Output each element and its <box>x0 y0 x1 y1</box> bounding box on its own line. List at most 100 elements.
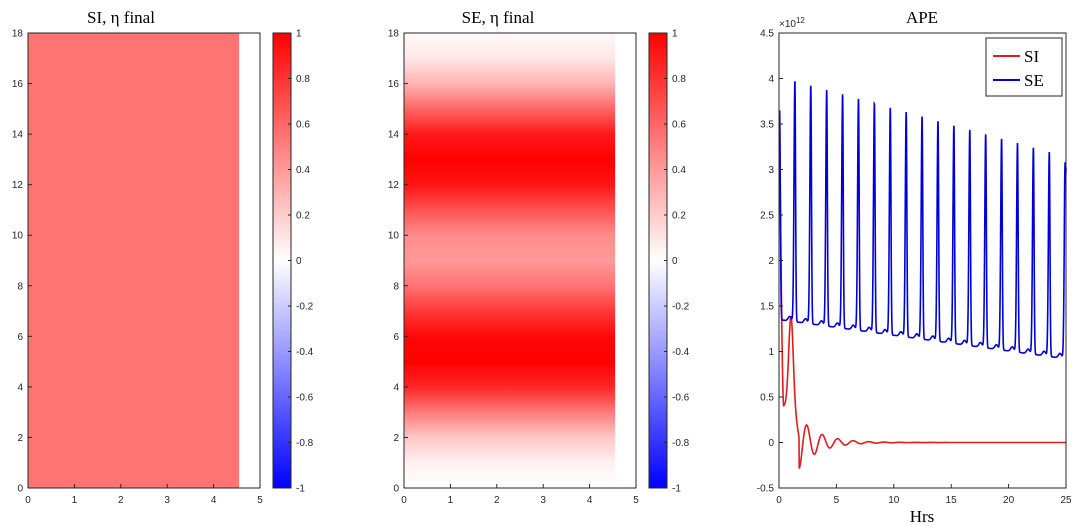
ape-y-axis: -0.5 0 0.5 1 1.5 2 2.5 3 3.5 4 4.5 <box>757 29 783 495</box>
colorbar-se-tick-label: -0.8 <box>672 438 690 449</box>
ape-x-tick-label: 10 <box>888 495 900 506</box>
si-y-tick-label: 18 <box>12 29 24 40</box>
colorbar-se-tick-label: 0.4 <box>672 165 686 176</box>
colorbar-si-tick-label: 0.6 <box>296 120 310 131</box>
colorbar-si: 1 0.8 0.6 0.4 0.2 0 -0.2 -0.4 -0.6 -0.8 -1 <box>272 29 314 495</box>
legend-label-se: SE <box>1024 71 1044 90</box>
ape-x-tick-label: 25 <box>1060 495 1072 506</box>
si-x-tick-label: 4 <box>211 495 217 506</box>
si-heatmap-field <box>28 33 240 488</box>
panel-ape-title: APE <box>906 8 938 27</box>
ape-y-tick-label: 1.5 <box>760 302 774 313</box>
si-y-tick-label: 10 <box>12 231 24 242</box>
panel-se-title: SE, η final <box>462 8 535 27</box>
si-x-tick-label: 3 <box>164 495 170 506</box>
panel-ape-line-chart: APE ×1012 0 5 10 15 20 25 -0.500.511.522.533.… <box>757 8 1072 526</box>
si-y-tick-label: 8 <box>17 281 23 292</box>
si-y-tick-label: 12 <box>12 180 24 191</box>
colorbar-si-tick-label: 0.4 <box>296 165 310 176</box>
se-y-tick-label: 8 <box>393 281 399 292</box>
ape-x-axis-label: Hrs <box>910 507 935 526</box>
se-x-axis: 0 1 2 3 4 5 <box>401 484 639 506</box>
y-exponent-base: ×10 <box>779 19 796 30</box>
colorbar-si-tick-label: -1 <box>296 484 305 495</box>
ape-x-tick-label: 0 <box>776 495 782 506</box>
si-y-tick-label: 2 <box>17 433 23 444</box>
se-y-tick-label: 16 <box>388 79 400 90</box>
si-y-tick-label: 0 <box>17 484 23 495</box>
se-y-tick-label: 0 <box>393 484 399 495</box>
si-y-tick-label: 4 <box>17 382 23 393</box>
panel-si-title: SI, η final <box>87 8 155 27</box>
colorbar-se-tick-label: 0.2 <box>672 211 686 222</box>
colorbar-si-tick-label: -0.6 <box>296 393 314 404</box>
si-x-tick-label: 2 <box>118 495 124 506</box>
ape-y-tick-label: 4.5 <box>760 29 774 40</box>
ape-y-tick-label: 4 <box>768 74 774 85</box>
si-x-axis: 0 1 2 3 4 5 <box>25 484 263 506</box>
si-y-tick-label: 6 <box>17 332 23 343</box>
ape-y-tick-label: 2.5 <box>760 211 774 222</box>
series-line-se <box>778 81 1067 359</box>
ape-y-tick-label: 0 <box>768 438 774 449</box>
ape-x-tick-label: 15 <box>946 495 958 506</box>
colorbar-se-gradient <box>649 33 667 488</box>
se-heatmap-field <box>404 33 616 488</box>
si-y-tick-label: 16 <box>12 79 24 90</box>
se-x-tick-label: 4 <box>587 495 593 506</box>
ape-legend: SI SE <box>985 37 1063 97</box>
se-y-tick-label: 4 <box>393 382 399 393</box>
se-y-tick-label: 2 <box>393 433 399 444</box>
colorbar-si-tick-label: 0.8 <box>296 74 310 85</box>
colorbar-se-tick-label: 0 <box>672 256 678 267</box>
colorbar-se-tick-label: 1 <box>672 29 678 40</box>
si-x-tick-label: 1 <box>72 495 78 506</box>
se-y-tick-label: 12 <box>388 180 400 191</box>
si-x-tick-label: 5 <box>257 495 263 506</box>
colorbar-si-tick-label: -0.8 <box>296 438 314 449</box>
se-x-tick-label: 1 <box>448 495 454 506</box>
colorbar-se-tick-label: -0.6 <box>672 393 690 404</box>
se-axes-box <box>403 32 637 489</box>
legend-label-si: SI <box>1024 47 1039 66</box>
ape-y-tick-label: 2 <box>768 256 774 267</box>
si-y-tick-label: 14 <box>12 130 24 141</box>
colorbar-si-tick-label: 0.2 <box>296 211 310 222</box>
se-y-tick-label: 6 <box>393 332 399 343</box>
colorbar-si-gradient <box>273 33 291 488</box>
legend-box <box>985 37 1063 97</box>
colorbar-se-ticks: 1 0.8 0.6 0.4 0.2 0 -0.2 -0.4 -0.6 -0.8 -1 <box>664 29 690 495</box>
ape-x-tick-label: 5 <box>834 495 840 506</box>
se-x-tick-label: 5 <box>633 495 639 506</box>
si-axes-box <box>27 32 261 489</box>
ape-y-tick-label: 0.5 <box>760 393 774 404</box>
ape-x-tick-label: 20 <box>1003 495 1015 506</box>
se-x-tick-label: 2 <box>494 495 500 506</box>
colorbar-se-tick-label: -0.2 <box>672 302 690 313</box>
se-y-tick-label: 10 <box>388 231 400 242</box>
y-exponent-label: ×1012 <box>779 16 805 30</box>
colorbar-se: 1 0.8 0.6 0.4 0.2 0 -0.2 -0.4 -0.6 -0.8 -1 <box>648 29 690 495</box>
se-y-tick-label: 18 <box>388 29 400 40</box>
se-y-tick-label: 14 <box>388 130 400 141</box>
se-y-axis: 0 2 4 6 8 10 12 14 16 18 <box>388 29 408 495</box>
y-exponent-power: 12 <box>796 16 805 25</box>
si-x-tick-label: 0 <box>25 495 31 506</box>
colorbar-se-tick-label: 0.8 <box>672 74 686 85</box>
ape-y-tick-label: 3 <box>768 165 774 176</box>
colorbar-se-tick-label: 0.6 <box>672 120 686 131</box>
colorbar-se-tick-label: -0.4 <box>672 347 690 358</box>
ape-y-tick-label: 3.5 <box>760 120 774 131</box>
ape-x-axis: 0 5 10 15 20 25 <box>776 484 1072 506</box>
colorbar-si-tick-label: -0.4 <box>296 347 314 358</box>
ape-series-lines <box>778 81 1067 469</box>
colorbar-si-tick-label: -0.2 <box>296 302 314 313</box>
se-x-tick-label: 0 <box>401 495 407 506</box>
se-x-tick-label: 3 <box>540 495 546 506</box>
colorbar-se-tick-label: -1 <box>672 484 681 495</box>
colorbar-si-ticks: 1 0.8 0.6 0.4 0.2 0 -0.2 -0.4 -0.6 -0.8 -1 <box>288 29 314 495</box>
series-line-si <box>778 110 1066 469</box>
